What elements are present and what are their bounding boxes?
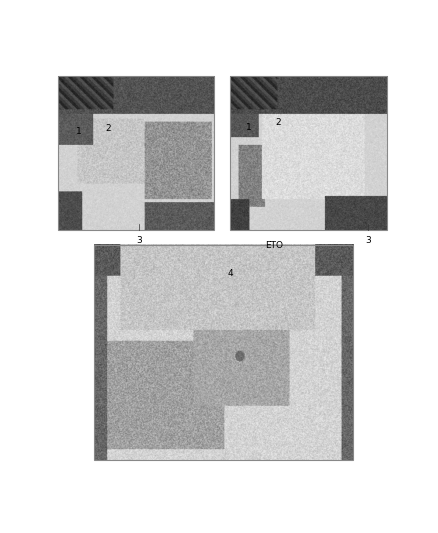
Bar: [94, 245, 353, 460]
Text: 1: 1: [76, 127, 81, 136]
Text: 4: 4: [227, 269, 233, 278]
Bar: [230, 76, 387, 230]
Text: 3: 3: [366, 237, 371, 246]
Bar: [58, 76, 214, 230]
Text: 1: 1: [246, 123, 251, 132]
Text: 2: 2: [105, 124, 111, 133]
Text: ETO: ETO: [265, 241, 283, 250]
Text: 3: 3: [137, 237, 142, 246]
Text: 2: 2: [276, 118, 281, 127]
